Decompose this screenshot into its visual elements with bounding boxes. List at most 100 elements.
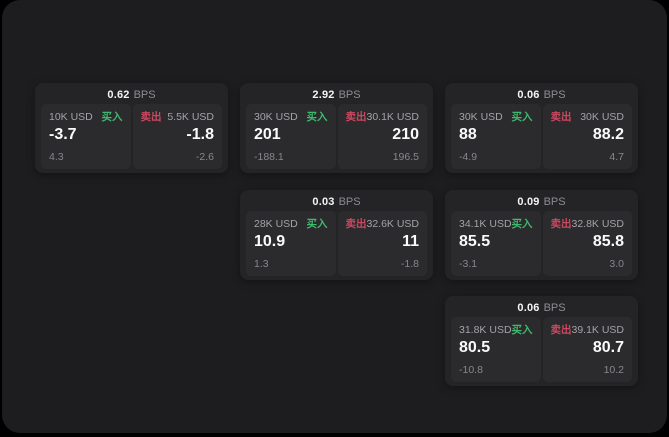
sell-pane[interactable]: 卖出 39.1K USD 80.7 10.2: [542, 317, 632, 382]
sell-price: -1.8: [186, 126, 214, 143]
sell-side-label: 卖出: [345, 218, 367, 230]
card-body: 28K USD 买入 10.9 1.3 卖出 32.6K USD 11 -1.8: [240, 211, 433, 276]
buy-price: 85.5: [459, 233, 491, 250]
buy-price: 10.9: [254, 233, 286, 250]
card-header: 2.92 BPS: [240, 83, 433, 104]
buy-amount: 34.1K USD: [459, 218, 512, 230]
card-header: 0.06 BPS: [445, 83, 638, 104]
spread-value: 0.62: [107, 89, 130, 101]
sell-sub-value: -2.6: [195, 151, 214, 163]
sell-pane[interactable]: 卖出 5.5K USD -1.8 -2.6: [132, 104, 222, 169]
buy-sub-value: 4.3: [49, 151, 64, 163]
buy-price: 201: [254, 126, 281, 143]
buy-pane[interactable]: 31.8K USD 买入 80.5 -10.8: [451, 317, 541, 382]
sell-amount: 30.1K USD: [366, 111, 420, 123]
sell-label-row: 卖出 32.8K USD: [551, 217, 625, 231]
sell-label-row: 卖出 32.6K USD: [346, 217, 420, 231]
sell-side-label: 卖出: [345, 111, 367, 123]
card-header: 0.09 BPS: [445, 190, 638, 211]
sell-amount: 39.1K USD: [571, 324, 625, 336]
spread-unit: BPS: [543, 89, 566, 101]
spread-value: 0.06: [517, 302, 540, 314]
card-header: 0.06 BPS: [445, 296, 638, 317]
buy-sub-value: -188.1: [254, 151, 284, 163]
quote-card: 0.06 BPS 31.8K USD 买入 80.5 -10.8 卖出 39.1…: [445, 296, 638, 386]
sell-sub-value: 10.2: [603, 364, 624, 376]
quote-card: 0.06 BPS 30K USD 买入 88 -4.9 卖出 30K USD 8…: [445, 83, 638, 173]
sell-sub-value: 196.5: [392, 151, 419, 163]
sell-side-label: 卖出: [550, 218, 572, 230]
buy-label-row: 28K USD 买入: [254, 217, 328, 231]
spread-value: 0.06: [517, 89, 540, 101]
buy-label-row: 34.1K USD 买入: [459, 217, 533, 231]
sell-side-label: 卖出: [550, 111, 572, 123]
spread-unit: BPS: [133, 89, 156, 101]
sell-price: 11: [402, 233, 419, 250]
buy-side-label: 买入: [306, 218, 328, 230]
sell-label-row: 卖出 30.1K USD: [346, 110, 420, 124]
buy-label-row: 30K USD 买入: [459, 110, 533, 124]
sell-sub-value: 4.7: [609, 151, 624, 163]
buy-label-row: 30K USD 买入: [254, 110, 328, 124]
sell-label-row: 卖出 5.5K USD: [141, 110, 215, 124]
buy-sub-value: -10.8: [459, 364, 483, 376]
sell-price: 210: [392, 126, 419, 143]
buy-pane[interactable]: 10K USD 买入 -3.7 4.3: [41, 104, 131, 169]
card-header: 0.62 BPS: [35, 83, 228, 104]
spread-value: 2.92: [312, 89, 335, 101]
sell-amount: 5.5K USD: [167, 111, 214, 123]
buy-side-label: 买入: [306, 111, 328, 123]
card-body: 31.8K USD 买入 80.5 -10.8 卖出 39.1K USD 80.…: [445, 317, 638, 382]
buy-side-label: 买入: [511, 218, 533, 230]
spread-unit: BPS: [338, 196, 361, 208]
buy-pane[interactable]: 30K USD 买入 88 -4.9: [451, 104, 541, 169]
buy-amount: 10K USD: [49, 111, 93, 123]
buy-amount: 28K USD: [254, 218, 298, 230]
spread-value: 0.03: [312, 196, 335, 208]
sell-amount: 30K USD: [580, 111, 624, 123]
buy-amount: 30K USD: [459, 111, 503, 123]
spread-unit: BPS: [338, 89, 361, 101]
card-body: 30K USD 买入 201 -188.1 卖出 30.1K USD 210 1…: [240, 104, 433, 169]
card-body: 34.1K USD 买入 85.5 -3.1 卖出 32.8K USD 85.8…: [445, 211, 638, 276]
sell-price: 88.2: [592, 126, 624, 143]
buy-amount: 31.8K USD: [459, 324, 512, 336]
sell-sub-value: 3.0: [609, 258, 624, 270]
sell-sub-value: -1.8: [400, 258, 419, 270]
card-body: 10K USD 买入 -3.7 4.3 卖出 5.5K USD -1.8 -2.…: [35, 104, 228, 169]
sell-label-row: 卖出 30K USD: [551, 110, 625, 124]
sell-amount: 32.6K USD: [366, 218, 420, 230]
buy-amount: 30K USD: [254, 111, 298, 123]
spread-value: 0.09: [517, 196, 540, 208]
buy-pane[interactable]: 30K USD 买入 201 -188.1: [246, 104, 336, 169]
buy-label-row: 31.8K USD 买入: [459, 323, 533, 337]
buy-sub-value: 1.3: [254, 258, 269, 270]
sell-pane[interactable]: 卖出 32.6K USD 11 -1.8: [337, 211, 427, 276]
quote-card: 0.09 BPS 34.1K USD 买入 85.5 -3.1 卖出 32.8K…: [445, 190, 638, 280]
spread-unit: BPS: [543, 302, 566, 314]
sell-label-row: 卖出 39.1K USD: [551, 323, 625, 337]
sell-amount: 32.8K USD: [571, 218, 625, 230]
buy-pane[interactable]: 28K USD 买入 10.9 1.3: [246, 211, 336, 276]
sell-side-label: 卖出: [550, 324, 572, 336]
spread-unit: BPS: [543, 196, 566, 208]
buy-side-label: 买入: [511, 324, 533, 336]
buy-side-label: 买入: [511, 111, 533, 123]
buy-sub-value: -4.9: [459, 151, 478, 163]
quote-card: 0.03 BPS 28K USD 买入 10.9 1.3 卖出 32.6K US…: [240, 190, 433, 280]
sell-pane[interactable]: 卖出 30K USD 88.2 4.7: [542, 104, 632, 169]
buy-sub-value: -3.1: [459, 258, 478, 270]
quote-card: 0.62 BPS 10K USD 买入 -3.7 4.3 卖出 5.5K USD…: [35, 83, 228, 173]
buy-pane[interactable]: 34.1K USD 买入 85.5 -3.1: [451, 211, 541, 276]
sell-price: 85.8: [592, 233, 624, 250]
sell-pane[interactable]: 卖出 32.8K USD 85.8 3.0: [542, 211, 632, 276]
buy-price: -3.7: [49, 126, 77, 143]
buy-side-label: 买入: [101, 111, 123, 123]
card-body: 30K USD 买入 88 -4.9 卖出 30K USD 88.2 4.7: [445, 104, 638, 169]
sell-side-label: 卖出: [140, 111, 162, 123]
sell-pane[interactable]: 卖出 30.1K USD 210 196.5: [337, 104, 427, 169]
sell-price: 80.7: [592, 339, 624, 356]
buy-price: 88: [459, 126, 477, 143]
quote-card: 2.92 BPS 30K USD 买入 201 -188.1 卖出 30.1K …: [240, 83, 433, 173]
